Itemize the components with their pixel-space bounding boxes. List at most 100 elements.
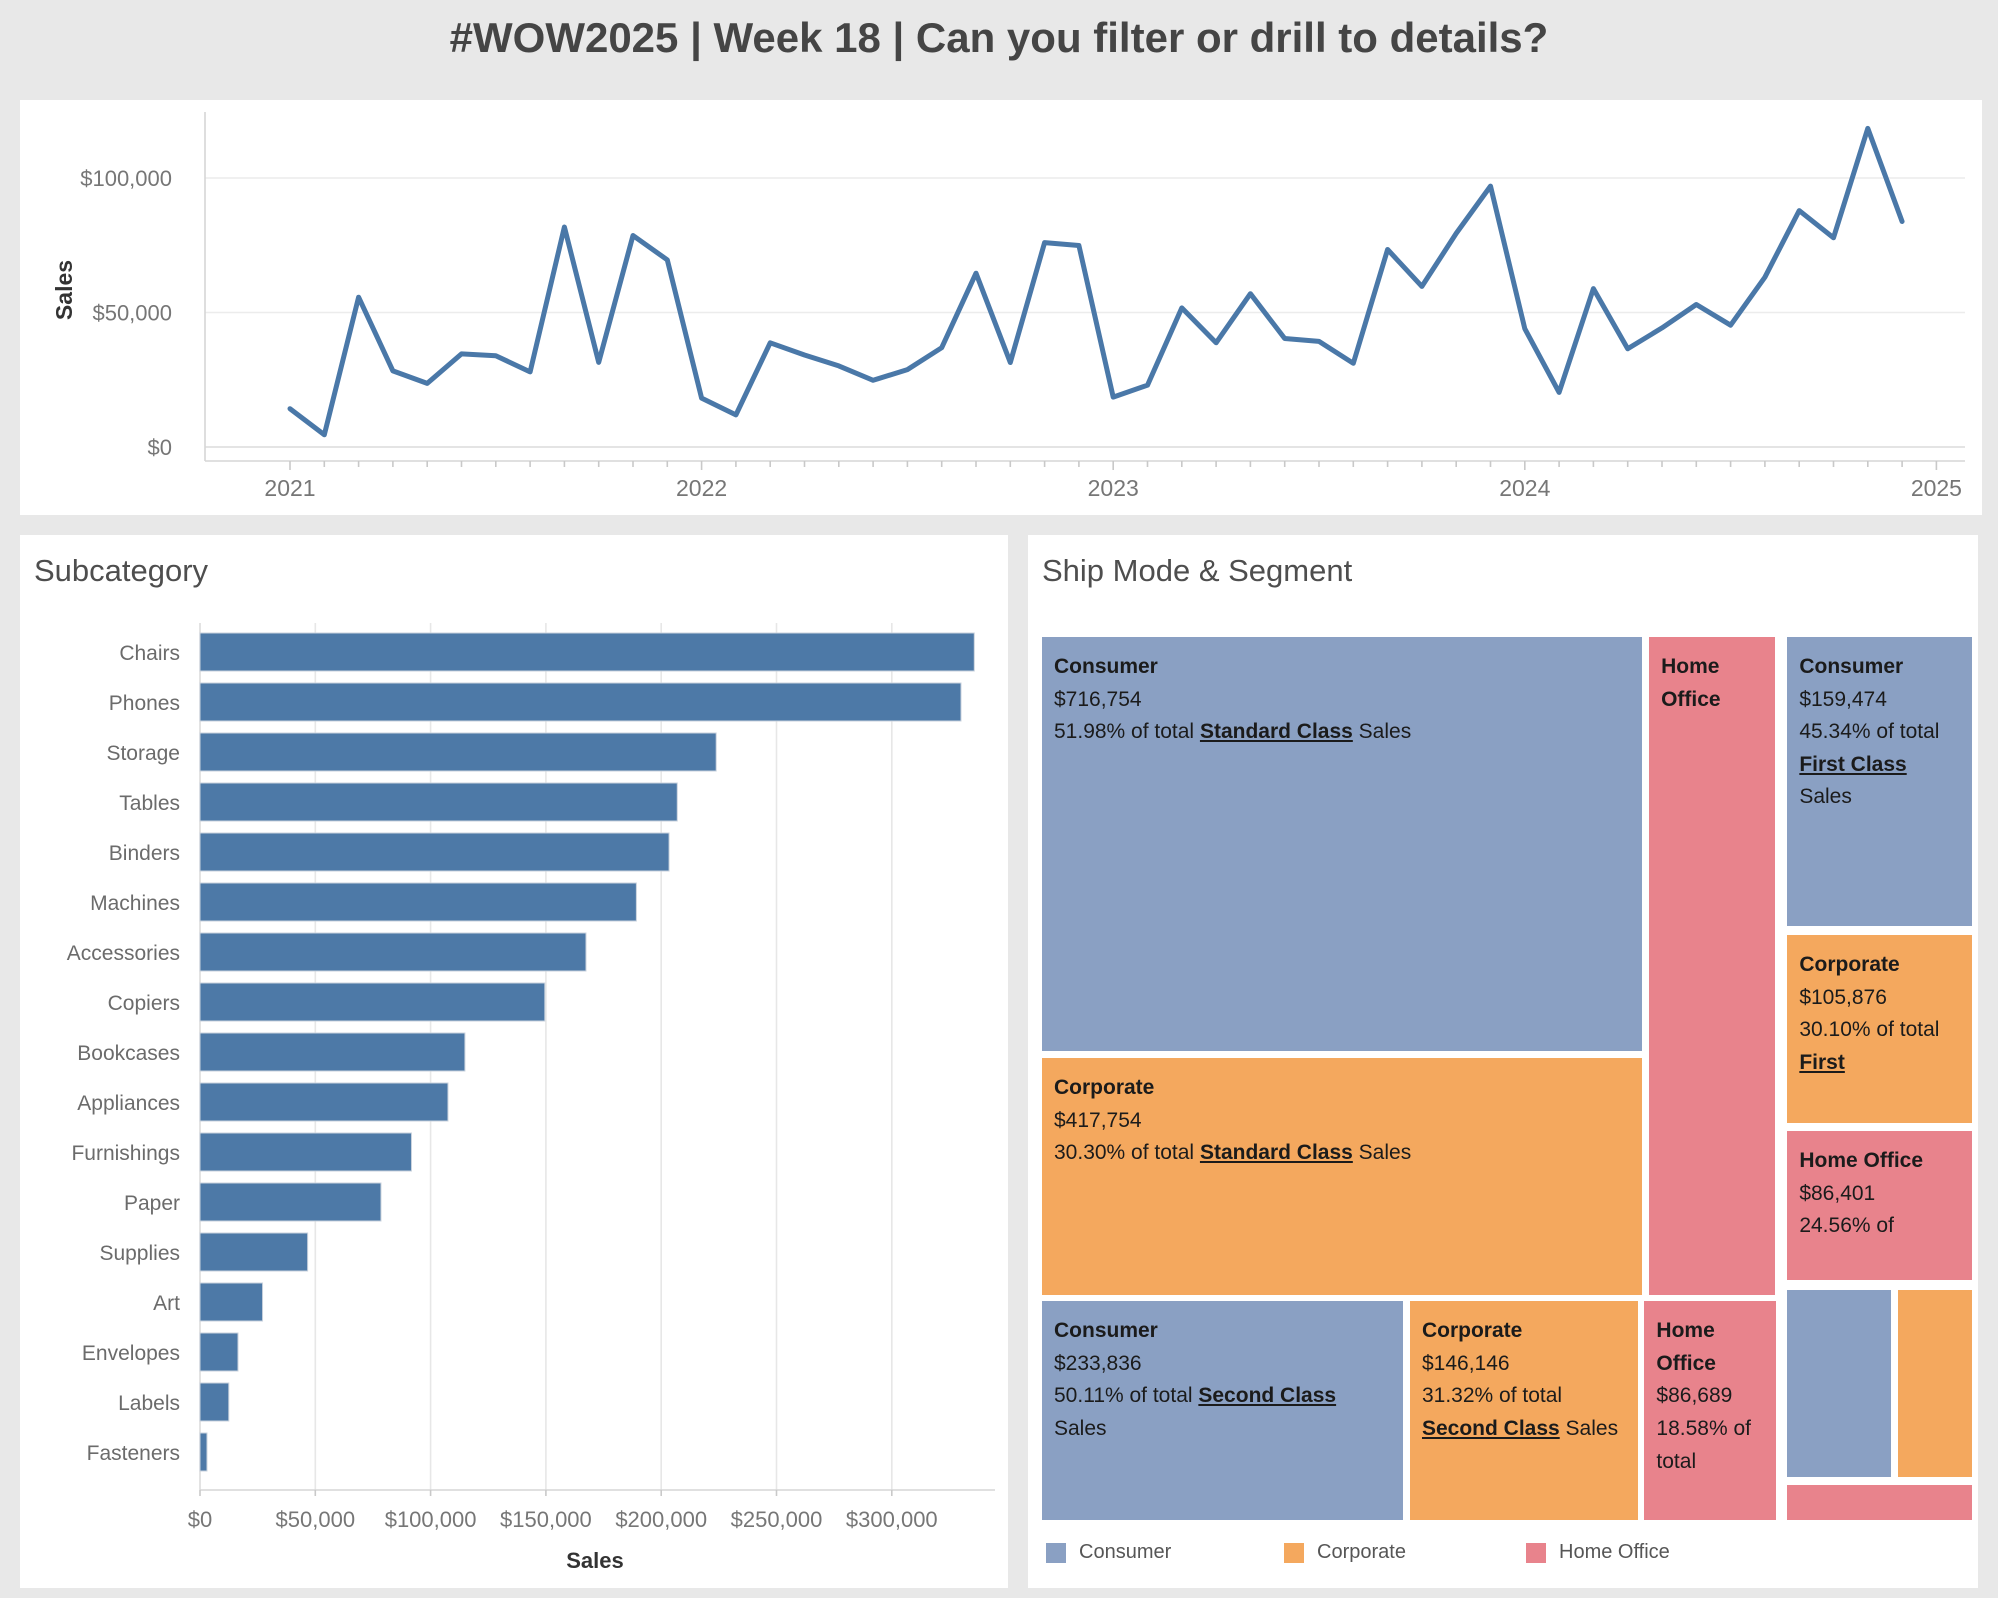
ship-mode-link[interactable]: First bbox=[1799, 1050, 1845, 1074]
y-axis-tick-label: $100,000 bbox=[80, 166, 172, 191]
legend-item-corporate[interactable]: Corporate bbox=[1284, 1541, 1406, 1567]
bar-supplies[interactable] bbox=[199, 1232, 309, 1272]
bar-labels[interactable] bbox=[199, 1382, 230, 1422]
bar-phones[interactable] bbox=[199, 682, 962, 722]
home_office-swatch-icon bbox=[1526, 1542, 1546, 1563]
ship-mode-link[interactable]: Second Class bbox=[1198, 1384, 1337, 1408]
y-axis-tick-label: $50,000 bbox=[92, 301, 172, 326]
cell-sales-value: $233,836 bbox=[1054, 1351, 1142, 1375]
x-axis-tick-label: 2022 bbox=[676, 475, 727, 501]
bar-copiers[interactable] bbox=[199, 982, 546, 1022]
cell-segment-label: Home Office bbox=[1661, 655, 1721, 711]
cell-sales-value: $105,876 bbox=[1799, 985, 1887, 1009]
bar-art[interactable] bbox=[199, 1282, 264, 1322]
treemap-cell-first-home-office[interactable]: Home Office $86,401 24.56% of bbox=[1785, 1129, 1974, 1283]
x-axis-tick-label: $250,000 bbox=[731, 1507, 823, 1532]
bar-fasteners[interactable] bbox=[199, 1432, 208, 1472]
cell-percent-text: 31.32% of total Second Class Sales bbox=[1421, 1384, 1619, 1440]
bar-machines[interactable] bbox=[199, 882, 637, 922]
category-label: Furnishings bbox=[71, 1142, 180, 1165]
bar-bookcases[interactable] bbox=[199, 1032, 466, 1072]
legend-item-home_office[interactable]: Home Office bbox=[1526, 1541, 1670, 1567]
bar-tables[interactable] bbox=[199, 782, 678, 822]
category-label: Appliances bbox=[77, 1092, 180, 1115]
x-axis-tick-label: $200,000 bbox=[615, 1507, 707, 1532]
category-label: Phones bbox=[109, 692, 180, 715]
treemap-cell-second-corporate[interactable]: Corporate $146,146 31.32% of total Second … bbox=[1407, 1299, 1640, 1522]
treemap-cell-sameday-corporate[interactable] bbox=[1896, 1287, 1974, 1480]
cell-segment-label: Consumer bbox=[1054, 1319, 1158, 1343]
cell-sales-value: $417,754 bbox=[1054, 1108, 1142, 1132]
cell-segment-label: Consumer bbox=[1799, 655, 1904, 678]
x-axis-tick-label: 2023 bbox=[1088, 475, 1139, 501]
cell-segment-label: Consumer bbox=[1054, 655, 1158, 678]
sales-line-mark[interactable] bbox=[287, 125, 1905, 438]
cell-segment-label: Home Office bbox=[1656, 1319, 1716, 1375]
category-label: Art bbox=[153, 1292, 180, 1315]
ship-mode-segment-treemap: Consumer $716,754 51.98% of total Standard… bbox=[1040, 635, 1974, 1522]
category-label: Paper bbox=[124, 1192, 180, 1215]
dashboard-title: #WOW2025 | Week 18 | Can you filter or d… bbox=[449, 14, 1549, 61]
treemap-cell-std-consumer[interactable]: Consumer $716,754 51.98% of total Standard… bbox=[1040, 635, 1645, 1053]
subcategory-panel: Subcategory Chairs Phones Storage Tables Bin… bbox=[20, 535, 1008, 1588]
bar-envelopes[interactable] bbox=[199, 1332, 239, 1372]
cell-percent-text: 45.34% of total First Class Sales bbox=[1799, 720, 1940, 809]
ship-mode-link[interactable]: Standard Class bbox=[1199, 1141, 1353, 1165]
cell-segment-label: Corporate bbox=[1054, 1076, 1155, 1100]
cell-segment-label: Home Office bbox=[1799, 1149, 1924, 1173]
treemap-cell-first-corporate[interactable]: Corporate $105,876 30.10% of total First bbox=[1785, 933, 1974, 1125]
x-axis-tick-label: $50,000 bbox=[276, 1507, 356, 1532]
cell-segment-label: Corporate bbox=[1799, 953, 1900, 977]
treemap-cell-second-consumer[interactable]: Consumer $233,836 50.11% of total Second C… bbox=[1040, 1299, 1406, 1522]
sales-line-chart: $0 $50,000 $100,000 2021 2022 2023 2024 2025 Sal… bbox=[51, 112, 1965, 501]
category-label: Storage bbox=[106, 742, 180, 765]
cell-percent-text: 30.30% of total Standard Class Sales bbox=[1054, 1141, 1412, 1165]
bar-furnishings[interactable] bbox=[199, 1132, 412, 1172]
bar-storage[interactable] bbox=[199, 732, 717, 772]
x-axis-tick-label: 2024 bbox=[1499, 475, 1550, 501]
cell-percent-text: 51.98% of total Standard Class Sales bbox=[1054, 720, 1412, 744]
consumer-swatch-icon bbox=[1046, 1542, 1066, 1563]
y-axis-title: Sales bbox=[51, 260, 77, 320]
x-axis-tick-label: $300,000 bbox=[846, 1507, 938, 1532]
cell-sales-value: $86,689 bbox=[1656, 1384, 1733, 1408]
subcategory-bar-chart: Chairs Phones Storage Tables Binders Machines… bbox=[67, 623, 995, 1573]
bar-binders[interactable] bbox=[199, 832, 670, 872]
ship-mode-link[interactable]: Standard Class bbox=[1199, 720, 1353, 744]
ship-mode-segment-title: Ship Mode & Segment bbox=[1042, 553, 1353, 588]
treemap-cell-sameday-home-office[interactable] bbox=[1785, 1482, 1974, 1522]
category-label: Labels bbox=[118, 1392, 180, 1415]
cell-sales-value: $159,474 bbox=[1799, 687, 1887, 711]
category-label: Machines bbox=[90, 892, 180, 915]
category-label: Chairs bbox=[119, 642, 180, 665]
ship-mode-link[interactable]: Second Class bbox=[1421, 1417, 1560, 1440]
legend-label: Home Office bbox=[1559, 1541, 1670, 1563]
treemap-cell-first-consumer[interactable]: Consumer $159,474 45.34% of total First Cl… bbox=[1785, 635, 1974, 928]
cell-sales-value: $86,401 bbox=[1799, 1181, 1876, 1205]
y-axis-tick-label: $0 bbox=[148, 435, 172, 460]
treemap-cell-second-home-office[interactable]: Home Office $86,689 18.58% of total bbox=[1642, 1299, 1778, 1522]
category-label: Binders bbox=[109, 842, 180, 865]
category-label: Bookcases bbox=[77, 1042, 180, 1065]
bar-chairs[interactable] bbox=[199, 632, 975, 672]
legend-item-consumer[interactable]: Consumer bbox=[1046, 1541, 1171, 1567]
category-label: Envelopes bbox=[82, 1342, 180, 1365]
cell-percent-text: 30.10% of total First bbox=[1799, 1018, 1940, 1074]
category-label: Supplies bbox=[99, 1242, 180, 1265]
treemap-cell-sameday-consumer[interactable] bbox=[1785, 1287, 1893, 1480]
bar-appliances[interactable] bbox=[199, 1082, 449, 1122]
ship-mode-link[interactable]: First Class bbox=[1799, 752, 1907, 776]
cell-sales-value: $716,754 bbox=[1054, 687, 1142, 711]
bar-paper[interactable] bbox=[199, 1182, 382, 1222]
x-axis-title: Sales bbox=[566, 1548, 624, 1573]
treemap-cell-std-home-office[interactable]: Home Office bbox=[1647, 635, 1777, 1297]
x-axis-tick-label: $0 bbox=[188, 1507, 212, 1532]
x-axis-tick-label: $150,000 bbox=[500, 1507, 592, 1532]
cell-segment-label: Corporate bbox=[1421, 1319, 1523, 1343]
cell-percent-text: 18.58% of total bbox=[1656, 1417, 1751, 1473]
bar-accessories[interactable] bbox=[199, 932, 587, 972]
corporate-swatch-icon bbox=[1284, 1542, 1304, 1563]
treemap-cell-std-corporate[interactable]: Corporate $417,754 30.30% of total Standar… bbox=[1040, 1056, 1645, 1297]
category-label: Fasteners bbox=[87, 1442, 180, 1465]
cell-sales-value: $146,146 bbox=[1421, 1351, 1510, 1375]
